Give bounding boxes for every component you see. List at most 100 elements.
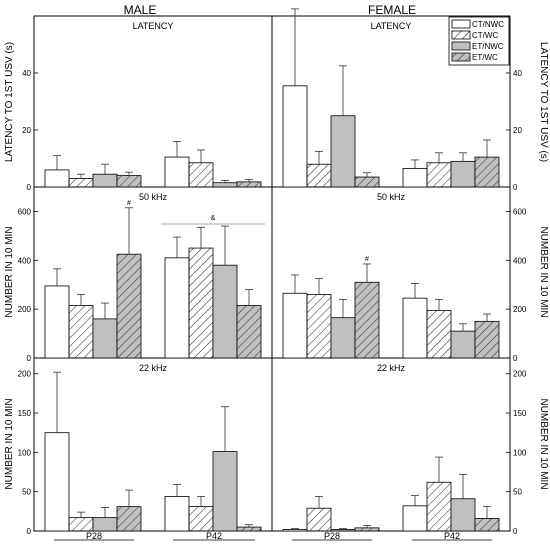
y-tick-label: 0 xyxy=(513,527,518,536)
y-tick-label: 20 xyxy=(22,126,31,135)
bar-ct-wc xyxy=(306,163,332,188)
bar-ct-wc xyxy=(68,305,94,359)
legend-label-ct-wc: CT/WC xyxy=(472,31,498,40)
panel-male-latency: LATENCY 0 20 40 xyxy=(22,21,262,192)
chart-panels: LATENCY 0 20 40 LATENCY 0 20 40 50 kHz 0 200 400 600… xyxy=(18,8,527,536)
bar-et-nwc xyxy=(212,264,238,359)
y-tick-label: 400 xyxy=(18,256,32,265)
bar-et-wc xyxy=(474,320,500,359)
y-tick-label: 400 xyxy=(513,256,527,265)
annotation-ampersand: & xyxy=(211,215,216,222)
ylabel-left-22khz: NUMBER IN 10 MIN xyxy=(4,398,15,489)
age-label-male-p28: P28 xyxy=(86,531,102,541)
bar-ct-nwc xyxy=(282,529,308,532)
male-title: MALE xyxy=(124,3,157,17)
bar-et-wc xyxy=(354,281,380,359)
y-tick-label: 0 xyxy=(27,354,32,363)
legend-swatch-ct-nwc xyxy=(451,19,471,29)
y-tick-label: 200 xyxy=(18,370,32,379)
bar-ct-wc xyxy=(426,309,452,359)
bar-et-nwc xyxy=(450,498,476,532)
panel-female-22-khz: 22 kHz 0 50 100 150 200 xyxy=(282,363,527,536)
bar-et-nwc xyxy=(212,182,238,188)
y-tick-label: 200 xyxy=(513,305,527,314)
panel-title: 22 kHz xyxy=(377,363,406,373)
legend-label-ct-nwc: CT/NWC xyxy=(472,20,504,29)
bar-et-nwc xyxy=(92,318,118,359)
annotation-hash: # xyxy=(365,256,369,263)
bar-ct-nwc xyxy=(164,257,190,359)
panel-title: LATENCY xyxy=(133,21,174,31)
y-tick-label: 20 xyxy=(513,126,522,135)
bar-et-wc xyxy=(116,175,142,188)
ylabel-right-22khz: NUMBER IN 10 MIN xyxy=(538,398,549,489)
female-frame xyxy=(271,15,511,532)
y-tick-label: 100 xyxy=(513,448,527,457)
bar-ct-wc xyxy=(306,294,332,359)
bar-et-nwc xyxy=(212,451,238,532)
bar-ct-nwc xyxy=(402,505,428,532)
bar-ct-wc xyxy=(188,506,214,532)
bar-et-nwc xyxy=(450,330,476,359)
ylabel-left-latency: LATENCY TO 1ST USV (s) xyxy=(4,42,15,162)
legend-label-et-wc: ET/WC xyxy=(472,53,498,62)
y-tick-label: 0 xyxy=(27,183,32,192)
legend: CT/NWC CT/WC ET/NWC ET/WC xyxy=(448,16,510,66)
legend-swatch-ct-wc xyxy=(451,30,471,40)
panel-female-50-khz: 50 kHz 0 200 400 600 # xyxy=(282,192,527,363)
panel-title: 22 kHz xyxy=(139,363,168,373)
bar-et-nwc xyxy=(92,517,118,532)
bar-ct-wc xyxy=(188,162,214,188)
bar-et-wc xyxy=(236,181,262,188)
bar-ct-nwc xyxy=(44,169,70,188)
y-tick-label: 0 xyxy=(513,183,518,192)
bar-ct-nwc xyxy=(402,297,428,359)
annotation-hash: # xyxy=(127,200,131,207)
bar-et-wc xyxy=(474,518,500,532)
y-tick-label: 40 xyxy=(513,69,522,78)
bar-et-wc xyxy=(354,527,380,532)
bar-et-nwc xyxy=(92,173,118,188)
y-tick-label: 0 xyxy=(27,527,32,536)
bar-et-wc xyxy=(236,526,262,532)
panel-title: 50 kHz xyxy=(377,192,406,202)
legend-label-et-nwc: ET/NWC xyxy=(472,42,504,51)
y-tick-label: 40 xyxy=(22,69,31,78)
bar-ct-wc xyxy=(426,481,452,532)
y-tick-label: 200 xyxy=(18,305,32,314)
y-tick-label: 0 xyxy=(513,354,518,363)
y-tick-label: 100 xyxy=(18,448,32,457)
bar-ct-wc xyxy=(426,162,452,188)
panel-title: 50 kHz xyxy=(139,192,168,202)
legend-swatch-et-nwc xyxy=(451,41,471,51)
bar-ct-nwc xyxy=(282,85,308,188)
y-tick-label: 50 xyxy=(22,488,31,497)
bar-et-wc xyxy=(116,253,142,359)
bar-et-nwc xyxy=(330,317,356,359)
bar-ct-nwc xyxy=(282,292,308,359)
legend-swatch-et-wc xyxy=(451,52,471,62)
bar-ct-nwc xyxy=(44,285,70,359)
panel-title: LATENCY xyxy=(371,21,412,31)
age-label-male-p42: P42 xyxy=(206,531,222,541)
y-tick-label: 150 xyxy=(513,409,527,418)
bar-et-nwc xyxy=(330,529,356,532)
age-label-female-p28: P28 xyxy=(324,531,340,541)
y-tick-label: 600 xyxy=(513,207,527,216)
ylabel-left-50khz: NUMBER IN 10 MIN xyxy=(4,226,15,317)
bar-ct-nwc xyxy=(164,156,190,188)
bar-ct-nwc xyxy=(164,495,190,532)
bar-et-wc xyxy=(116,506,142,532)
bar-ct-wc xyxy=(68,517,94,532)
ylabel-right-latency: LATENCY TO 1ST USV (s) xyxy=(538,42,549,162)
female-title: FEMALE xyxy=(368,3,416,17)
bar-ct-wc xyxy=(306,507,332,532)
age-label-female-p42: P42 xyxy=(444,531,460,541)
panel-male-22-khz: 22 kHz 0 50 100 150 200 xyxy=(18,363,262,536)
ylabel-right-50khz: NUMBER IN 10 MIN xyxy=(538,226,549,317)
bar-et-nwc xyxy=(450,160,476,188)
bar-et-nwc xyxy=(330,115,356,188)
bar-ct-wc xyxy=(188,247,214,359)
y-tick-label: 200 xyxy=(513,370,527,379)
